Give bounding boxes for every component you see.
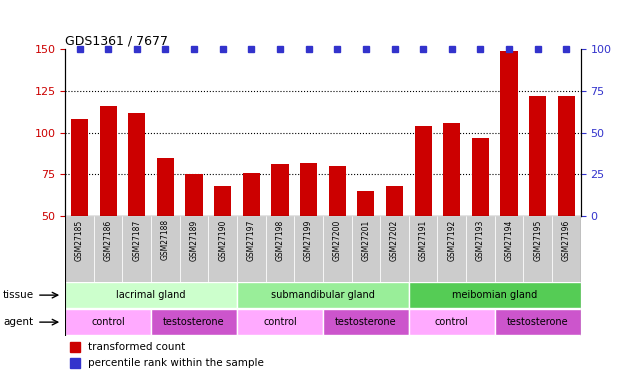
Text: GSM27200: GSM27200 (333, 219, 342, 261)
Bar (266, 216, 294, 282)
Text: testosterone: testosterone (507, 317, 568, 327)
Text: testosterone: testosterone (163, 317, 225, 327)
Bar (380, 216, 409, 282)
Bar (70, 342, 79, 352)
Bar (323, 309, 409, 335)
Text: GSM27201: GSM27201 (361, 219, 370, 261)
Text: transformed count: transformed count (88, 342, 186, 352)
Bar (558, 96, 575, 299)
Bar (237, 309, 323, 335)
Bar (294, 216, 323, 282)
Text: GSM27189: GSM27189 (189, 219, 199, 261)
Bar (466, 216, 495, 282)
Bar (237, 216, 266, 282)
Text: GSM27195: GSM27195 (533, 219, 542, 261)
Bar (409, 282, 581, 308)
Bar (386, 186, 403, 299)
Text: testosterone: testosterone (335, 317, 397, 327)
Text: GSM27198: GSM27198 (276, 219, 284, 261)
Bar (524, 216, 552, 282)
Text: GSM27190: GSM27190 (218, 219, 227, 261)
Bar (443, 123, 460, 299)
Bar (65, 282, 237, 308)
Bar (157, 158, 174, 299)
Text: GSM27185: GSM27185 (75, 219, 84, 261)
Bar (214, 186, 231, 299)
Text: GSM27199: GSM27199 (304, 219, 313, 261)
Text: GSM27193: GSM27193 (476, 219, 485, 261)
Bar (437, 216, 466, 282)
Bar (329, 166, 346, 299)
Text: agent: agent (3, 317, 34, 327)
Text: GSM27188: GSM27188 (161, 219, 170, 260)
Text: control: control (91, 317, 125, 327)
Bar (243, 172, 260, 299)
Text: percentile rank within the sample: percentile rank within the sample (88, 358, 265, 368)
Bar (495, 309, 581, 335)
Bar (409, 309, 495, 335)
Text: meibomian gland: meibomian gland (452, 290, 537, 300)
Text: control: control (435, 317, 469, 327)
Bar (472, 138, 489, 299)
Bar (409, 216, 437, 282)
Text: submandibular gland: submandibular gland (271, 290, 375, 300)
Bar (237, 282, 409, 308)
Text: GDS1361 / 7677: GDS1361 / 7677 (65, 35, 168, 48)
Bar (529, 96, 546, 299)
Bar (94, 216, 122, 282)
Bar (65, 309, 151, 335)
Bar (151, 216, 179, 282)
Text: GSM27197: GSM27197 (247, 219, 256, 261)
Bar (128, 112, 145, 299)
Bar (501, 51, 518, 299)
Bar (495, 216, 524, 282)
Bar (179, 216, 209, 282)
Bar (357, 191, 374, 299)
Text: GSM27192: GSM27192 (447, 219, 456, 261)
Text: tissue: tissue (3, 290, 34, 300)
Bar (271, 164, 289, 299)
Bar (186, 174, 202, 299)
Text: lacrimal gland: lacrimal gland (116, 290, 186, 300)
Bar (300, 163, 317, 299)
Bar (552, 216, 581, 282)
Text: GSM27196: GSM27196 (562, 219, 571, 261)
Bar (70, 358, 79, 368)
Bar (71, 119, 88, 299)
Bar (99, 106, 117, 299)
Text: GSM27194: GSM27194 (504, 219, 514, 261)
Bar (415, 126, 432, 299)
Bar (151, 309, 237, 335)
Text: GSM27191: GSM27191 (419, 219, 428, 261)
Bar (65, 216, 94, 282)
Bar (351, 216, 380, 282)
Bar (323, 216, 351, 282)
Text: control: control (263, 317, 297, 327)
Bar (122, 216, 151, 282)
Bar (209, 216, 237, 282)
Text: GSM27186: GSM27186 (104, 219, 112, 261)
Text: GSM27187: GSM27187 (132, 219, 142, 261)
Text: GSM27202: GSM27202 (390, 219, 399, 261)
